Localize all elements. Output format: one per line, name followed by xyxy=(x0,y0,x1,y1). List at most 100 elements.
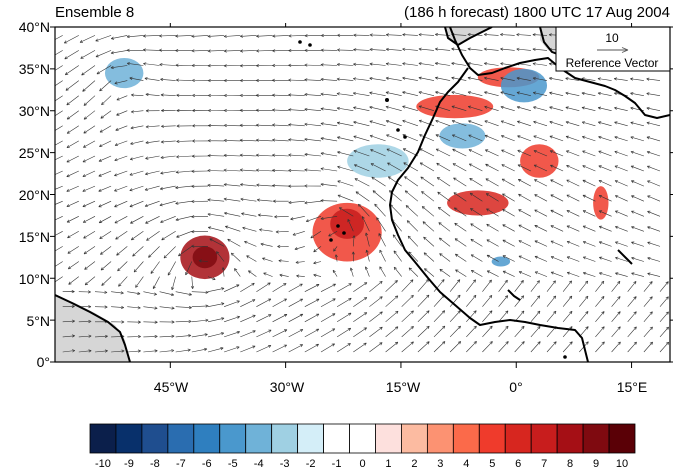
colorbar-swatch xyxy=(193,423,221,454)
wind-vector xyxy=(272,34,289,38)
wind-vector xyxy=(437,206,451,217)
wind-vector xyxy=(353,342,367,353)
wind-vector xyxy=(110,50,128,55)
wind-vector xyxy=(402,91,418,96)
lat-label: 20°N xyxy=(19,187,50,203)
wind-vector xyxy=(223,123,241,128)
wind-vector xyxy=(562,310,573,322)
wind-vector xyxy=(224,331,241,338)
wind-vector xyxy=(438,222,451,232)
colorbar-swatch xyxy=(375,423,402,454)
wind-vector xyxy=(502,224,515,232)
wind-vector xyxy=(84,276,96,286)
wind-vector xyxy=(349,267,354,277)
wind-vector xyxy=(129,200,144,208)
wind-vector xyxy=(144,200,160,207)
wind-vector xyxy=(304,78,322,82)
wind-vector xyxy=(467,91,483,96)
wind-vector xyxy=(353,282,368,292)
wind-vector xyxy=(549,135,564,142)
wind-vector xyxy=(352,91,370,96)
colorbar-label: -5 xyxy=(228,458,238,470)
wind-vector xyxy=(516,106,531,111)
wind-vector xyxy=(304,298,320,307)
wind-vector xyxy=(614,136,628,142)
wind-vector xyxy=(393,250,402,262)
wind-vector xyxy=(369,33,386,37)
colorbar-labels: -10 -9 -8 -7 -6 -5 -4 -3 -2 -1 0 1 2 3 4 5 6 7 8 9 10 xyxy=(95,458,628,470)
wind-vector xyxy=(597,92,612,96)
colorbar-swatch xyxy=(530,423,558,454)
wind-vector xyxy=(419,162,435,172)
wind-vector xyxy=(434,62,451,66)
wind-vector xyxy=(598,121,612,127)
wind-vector xyxy=(371,176,386,187)
wind-vector xyxy=(175,319,192,323)
wind-vector xyxy=(406,220,419,232)
wind-vector xyxy=(159,320,175,324)
colorbar-label: 3 xyxy=(437,458,443,470)
wind-vector xyxy=(518,193,532,202)
wind-vector xyxy=(159,349,175,353)
wind-vector xyxy=(116,246,128,256)
wind-vector xyxy=(534,194,548,202)
wind-vector xyxy=(369,77,386,81)
wind-vector xyxy=(369,91,386,96)
wind-vector xyxy=(255,138,273,142)
colorbar-label: -3 xyxy=(280,458,290,470)
wind-vector xyxy=(566,210,580,217)
wind-vector xyxy=(455,269,467,277)
wind-vector xyxy=(111,305,125,309)
wind-vector xyxy=(582,241,596,247)
wind-vector xyxy=(550,271,564,277)
wind-vector xyxy=(191,333,208,338)
wind-vector xyxy=(405,205,419,217)
wind-vector xyxy=(304,153,322,157)
wind-vector xyxy=(470,238,483,247)
wind-vector xyxy=(66,140,79,148)
wind-vector xyxy=(337,151,354,157)
wind-vector xyxy=(336,77,354,81)
wind-vector xyxy=(95,35,112,42)
wind-vector xyxy=(223,93,241,98)
wind-vector xyxy=(129,185,144,192)
wind-vector xyxy=(334,254,338,262)
wind-vector xyxy=(439,268,451,277)
wind-vector xyxy=(449,279,461,292)
wind-vector xyxy=(256,198,273,202)
wind-vector xyxy=(627,311,637,322)
lat-label: 0° xyxy=(37,354,50,370)
wind-vector xyxy=(369,106,386,111)
wind-vector xyxy=(55,95,63,102)
wind-vector xyxy=(78,349,92,353)
wind-vector xyxy=(562,341,573,353)
wind-vector xyxy=(160,155,176,159)
wind-vector xyxy=(176,109,192,113)
wind-vector xyxy=(370,149,386,157)
wind-vector xyxy=(630,92,644,96)
wind-vector xyxy=(518,224,532,232)
wind-vector xyxy=(143,320,158,324)
wind-vector xyxy=(175,216,192,221)
wind-vector xyxy=(142,34,160,38)
wind-vector xyxy=(353,62,370,66)
wind-vector xyxy=(62,290,75,294)
wind-vector xyxy=(467,76,483,81)
wind-vector xyxy=(192,93,209,98)
wind-vector xyxy=(239,79,257,83)
wind-vector xyxy=(98,200,112,208)
wind-vector xyxy=(320,48,338,52)
coastline-lake xyxy=(507,249,633,301)
wind-vector xyxy=(546,310,557,322)
wind-vector xyxy=(365,266,370,277)
wind-vector xyxy=(565,77,580,81)
wind-vector xyxy=(224,346,240,353)
wind-vector xyxy=(517,149,532,157)
wind-vector xyxy=(175,334,192,338)
wind-vector xyxy=(532,91,548,96)
ensemble-title: Ensemble 8 xyxy=(55,4,134,21)
wind-vector xyxy=(207,93,225,98)
wind-vector xyxy=(175,291,192,296)
wind-vector xyxy=(304,137,322,142)
wind-vector xyxy=(532,76,548,81)
